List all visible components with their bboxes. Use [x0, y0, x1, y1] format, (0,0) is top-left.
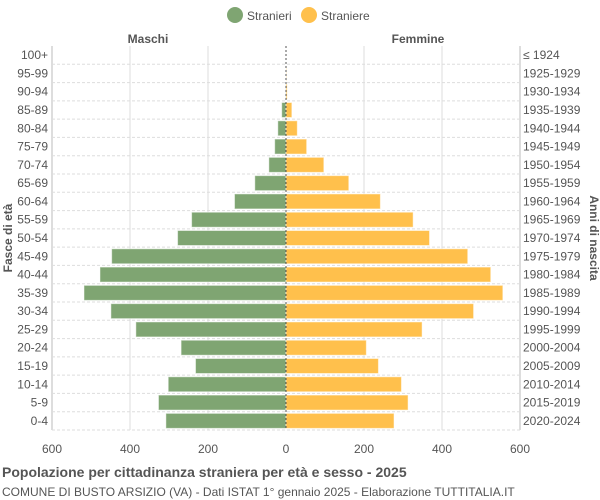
birth-year-label: 1985-1989 [523, 286, 581, 300]
x-tick-label: 200 [354, 442, 374, 456]
bar-male-30-34 [110, 303, 287, 320]
chart-title: Popolazione per cittadinanza straniera p… [2, 464, 407, 480]
bar-male-80-84 [277, 120, 287, 137]
legend-label-stranieri: Stranieri [247, 9, 292, 23]
age-label: 20-24 [17, 341, 48, 355]
age-label: 65-69 [17, 176, 48, 190]
bar-female-25-29 [285, 321, 423, 338]
y-axis-title-right: Anni di nascita [587, 195, 600, 281]
chart-subtitle: COMUNE DI BUSTO ARSIZIO (VA) - Dati ISTA… [2, 485, 515, 499]
bar-female-40-44 [285, 266, 492, 283]
bar-female-65-69 [285, 175, 350, 192]
bar-male-70-74 [268, 156, 287, 173]
age-label: 0-4 [31, 414, 49, 428]
age-label: 60-64 [17, 194, 48, 208]
bar-male-85-89 [281, 102, 287, 118]
bar-female-30-34 [285, 303, 475, 320]
age-label: 75-79 [17, 140, 48, 154]
bar-female-10-14 [285, 376, 402, 393]
bar-female-60-64 [285, 193, 381, 210]
age-label: 50-54 [17, 231, 48, 245]
birth-year-label: 2000-2004 [523, 341, 581, 355]
birth-year-label: 1990-1994 [523, 304, 581, 318]
bar-male-75-79 [274, 138, 287, 155]
birth-year-label: 1935-1939 [523, 103, 581, 117]
age-label: 100+ [21, 48, 48, 62]
bar-male-0-4 [165, 412, 287, 429]
bar-female-50-54 [285, 230, 431, 246]
birth-year-label: ≤ 1924 [523, 48, 560, 62]
bar-female-5-9 [285, 394, 409, 411]
birth-year-label: 2020-2024 [523, 414, 581, 428]
age-label: 85-89 [17, 103, 48, 117]
birth-year-label: 1945-1949 [523, 140, 581, 154]
bar-male-60-64 [234, 193, 287, 210]
birth-year-label: 1960-1964 [523, 194, 581, 208]
birth-year-label: 1950-1954 [523, 158, 581, 172]
bar-female-70-74 [285, 156, 325, 173]
age-label: 45-49 [17, 249, 48, 263]
bar-male-10-14 [167, 376, 287, 393]
bar-male-45-49 [111, 248, 287, 265]
population-pyramid-chart: 100+ ≤ 1924 95-99 1925-1929 90-94 1930-1934 85… [1, 7, 600, 456]
bar-male-35-39 [83, 284, 287, 301]
bar-male-20-24 [180, 339, 287, 356]
x-tick-label: 600 [42, 442, 62, 456]
age-label: 95-99 [17, 66, 48, 80]
y-axis-title-left: Fasce di età [1, 203, 15, 272]
birth-year-label: 1940-1944 [523, 121, 581, 135]
birth-year-label: 2015-2019 [523, 396, 581, 410]
age-label: 10-14 [17, 377, 48, 391]
bar-female-15-19 [285, 358, 379, 374]
bar-female-45-49 [285, 248, 469, 265]
legend-marker-straniere [301, 7, 317, 23]
x-tick-label: 600 [510, 442, 530, 456]
bar-male-5-9 [157, 394, 287, 411]
birth-year-label: 1980-1984 [523, 268, 581, 282]
bar-male-25-29 [135, 321, 287, 338]
age-label: 55-59 [17, 213, 48, 227]
bar-female-80-84 [285, 120, 298, 137]
birth-year-label: 1925-1929 [523, 66, 581, 80]
bar-male-50-54 [177, 230, 287, 246]
age-label: 25-29 [17, 322, 48, 336]
birth-year-label: 1995-1999 [523, 322, 581, 336]
x-tick-label: 400 [432, 442, 452, 456]
age-label: 70-74 [17, 158, 48, 172]
bar-male-65-69 [254, 175, 287, 192]
bar-female-75-79 [285, 138, 308, 155]
bar-male-55-59 [191, 211, 287, 228]
side-label-males: Maschi [128, 32, 169, 46]
birth-year-label: 1965-1969 [523, 213, 581, 227]
bar-male-15-19 [195, 358, 287, 374]
bar-female-20-24 [285, 339, 367, 356]
birth-year-label: 2005-2009 [523, 359, 581, 373]
age-label: 30-34 [17, 304, 48, 318]
age-label: 35-39 [17, 286, 48, 300]
x-tick-label: 400 [120, 442, 140, 456]
bar-female-85-89 [285, 102, 293, 118]
legend-marker-stranieri [227, 7, 243, 23]
birth-year-label: 2010-2014 [523, 377, 581, 391]
birth-year-label: 1930-1934 [523, 85, 581, 99]
bar-male-40-44 [99, 266, 287, 283]
age-label: 40-44 [17, 268, 48, 282]
bar-female-35-39 [285, 284, 504, 301]
birth-year-label: 1975-1979 [523, 249, 581, 263]
birth-year-label: 1955-1959 [523, 176, 581, 190]
bar-female-55-59 [285, 211, 414, 228]
x-tick-label: 200 [198, 442, 218, 456]
birth-year-label: 1970-1974 [523, 231, 581, 245]
bar-female-0-4 [285, 412, 395, 429]
age-label: 5-9 [31, 396, 49, 410]
age-label: 15-19 [17, 359, 48, 373]
x-tick-label: 0 [283, 442, 290, 456]
side-label-females: Femmine [392, 32, 445, 46]
age-label: 90-94 [17, 85, 48, 99]
age-label: 80-84 [17, 121, 48, 135]
legend-label-straniere: Straniere [321, 9, 370, 23]
